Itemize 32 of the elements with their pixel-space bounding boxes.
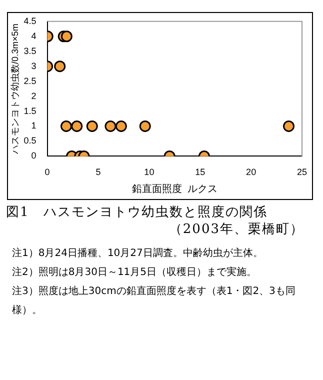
y-tick-label: 1.5 (24, 106, 36, 116)
text: 注1）8月24日播種、10月27日調査。中齢幼虫が主体。 (12, 246, 264, 261)
point (283, 120, 295, 132)
y-tick-label: 2 (31, 90, 36, 101)
point (139, 120, 151, 132)
y-tick-label: 3.5 (24, 46, 36, 56)
x-tick-label: 25 (296, 167, 308, 178)
text: 注3）照度は地上30cmの鉛直面照度を表す（表1・図2、3も同様）。 (12, 284, 296, 318)
text: 注2）照明は8月30日～11月5日（収穫日）まで実施。 (12, 266, 258, 280)
x-tick-label: 15 (195, 167, 206, 178)
x-tick-label: 5 (96, 167, 101, 178)
x-axis-title: 鉛直面照度 ルクス (132, 182, 218, 195)
y-tick-label: 0.5 (24, 136, 36, 146)
point (71, 120, 83, 132)
y-tick-label: 4 (31, 30, 36, 41)
point (86, 120, 98, 132)
y-tick-label: 2.5 (24, 76, 36, 86)
point (60, 120, 72, 132)
text: 図1 ハスモンヨトウ幼虫数と照度の関係 (6, 204, 268, 221)
point (104, 120, 116, 132)
y-tick-label: 3 (31, 60, 36, 71)
x-tick-label: 20 (246, 167, 256, 178)
point (60, 30, 72, 42)
x-tick-label: 10 (144, 167, 154, 178)
point (115, 120, 127, 132)
y-tick-label: 0 (31, 150, 36, 161)
x-tick-label: 0 (44, 167, 50, 178)
y-tick-label: 4.5 (24, 16, 36, 26)
point (54, 60, 66, 72)
y-axis-title: ハスモンヨトウ幼虫数/0.3m×5m (10, 24, 20, 155)
text: （2003年、栗橋町） (168, 221, 305, 238)
y-tick-label: 1 (31, 120, 36, 131)
